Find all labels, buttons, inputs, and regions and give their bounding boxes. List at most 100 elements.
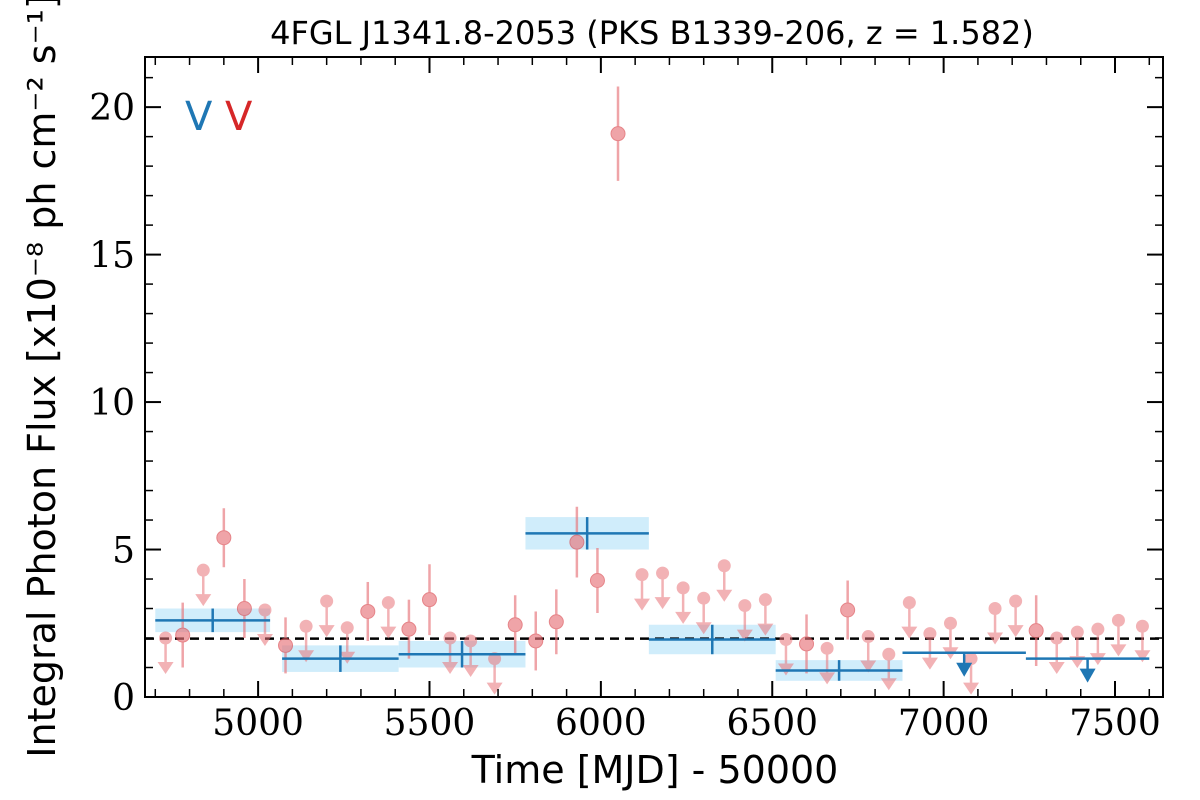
data-point (589, 548, 605, 613)
flux-point (799, 636, 815, 652)
upper-limit-arrow (157, 662, 174, 675)
upper-limit-point (943, 616, 957, 630)
upper-limit-arrow (987, 632, 1004, 645)
upper-limit-point (381, 596, 395, 610)
upper-limit-marker (757, 593, 774, 636)
upper-limit-point (820, 641, 834, 655)
y-tick-label: 10 (89, 383, 135, 424)
flux-point (569, 534, 585, 550)
upper-limit-arrow (442, 662, 459, 675)
upper-limit-point (861, 630, 875, 644)
legend-marker: V (185, 94, 213, 140)
data-point (507, 595, 523, 655)
upper-limit-marker (654, 566, 671, 610)
flux-point (548, 614, 564, 630)
upper-limit-point (196, 563, 210, 577)
upper-limit-arrow (860, 660, 877, 673)
upper-limit-marker (860, 630, 877, 673)
plot-frame (144, 56, 1164, 698)
flux-point (401, 621, 417, 637)
upper-limit-marker (380, 596, 397, 639)
y-axis-label: Integral Photon Flux [x10⁻⁸ ph cm⁻² s⁻¹] (20, 0, 64, 758)
upper-limit-point (320, 594, 334, 608)
data-point (236, 579, 252, 639)
data-point (548, 589, 564, 655)
upper-limit-marker (1134, 619, 1151, 663)
y-tick-label: 5 (112, 531, 135, 572)
upper-limit-point (443, 631, 457, 645)
upper-limit-arrow (695, 622, 712, 635)
upper-limit-arrow (634, 598, 651, 611)
data-point (799, 614, 815, 674)
upper-limit-marker (1069, 625, 1086, 669)
data-point (175, 602, 191, 668)
binned-upper-limit-arrow (1079, 668, 1096, 683)
x-tick-label: 5000 (212, 703, 304, 744)
data-point (401, 599, 417, 659)
upper-limit-arrow (486, 682, 503, 695)
upper-limit-marker (716, 559, 733, 602)
flux-point (528, 633, 544, 649)
data-point (360, 581, 376, 641)
upper-limit-arrow (318, 625, 335, 638)
upper-limit-arrow (256, 633, 273, 646)
upper-limit-arrow (736, 629, 753, 642)
flux-point (175, 627, 191, 643)
upper-limit-marker (901, 596, 918, 639)
flux-point (507, 617, 523, 633)
axes: 5000 5500 6000 6500 7000 7500 0 5 10 15 20 (89, 56, 1164, 744)
upper-limit-arrow (380, 626, 397, 639)
upper-limit-marker (1110, 613, 1127, 657)
upper-limit-marker (195, 563, 212, 607)
upper-limit-marker (987, 602, 1004, 645)
data-point (421, 564, 437, 636)
upper-limit-point (779, 632, 793, 646)
data-point (528, 611, 544, 671)
upper-limit-marker (318, 594, 335, 638)
upper-limit-point (635, 568, 649, 582)
upper-limit-arrow (654, 597, 671, 610)
data-point (610, 86, 626, 181)
flux-point (589, 573, 605, 589)
y-tick-label: 0 (112, 678, 135, 719)
upper-limit-point (464, 634, 478, 648)
flux-point (236, 601, 252, 617)
upper-limit-marker (1007, 594, 1024, 638)
upper-limit-arrow (1110, 644, 1127, 657)
upper-limit-point (656, 566, 670, 580)
upper-limit-marker (486, 652, 503, 695)
upper-limit-point (697, 591, 711, 605)
x-tick-label: 5500 (384, 703, 476, 744)
upper-limit-marker (921, 627, 938, 670)
flux-point (216, 530, 232, 546)
flux-point (610, 126, 626, 142)
upper-limit-point (1111, 613, 1125, 627)
binned-upper-limit-arrow (956, 662, 973, 677)
upper-limit-point (717, 559, 731, 573)
upper-limit-marker (1048, 631, 1065, 675)
upper-limit-point (964, 652, 978, 666)
flux-point (840, 602, 856, 618)
upper-limit-point (159, 631, 173, 645)
y-tick-label: 20 (89, 88, 135, 129)
upper-limit-arrow (819, 672, 836, 685)
upper-limit-arrow (1007, 625, 1024, 638)
x-axis-label: Time [MJD] - 50000 (471, 748, 839, 792)
upper-limit-marker (695, 591, 712, 635)
chart-title: 4FGL J1341.8-2053 (PKS B1339-206, z = 1.… (270, 14, 1034, 52)
upper-limit-marker (819, 641, 836, 685)
upper-limit-point (1050, 631, 1064, 645)
upper-limit-point (738, 599, 752, 613)
upper-limit-marker (963, 652, 980, 695)
upper-limit-marker (256, 603, 273, 646)
x-tick-label: 7500 (1069, 703, 1161, 744)
upper-limit-point (258, 603, 272, 617)
x-tick-label: 7000 (898, 703, 990, 744)
upper-limit-point (299, 619, 313, 633)
upper-limit-arrow (1134, 650, 1151, 663)
legend-marker: V (225, 94, 253, 140)
upper-limit-point (1135, 619, 1149, 633)
upper-limit-point (882, 647, 896, 661)
data-point (569, 506, 585, 578)
